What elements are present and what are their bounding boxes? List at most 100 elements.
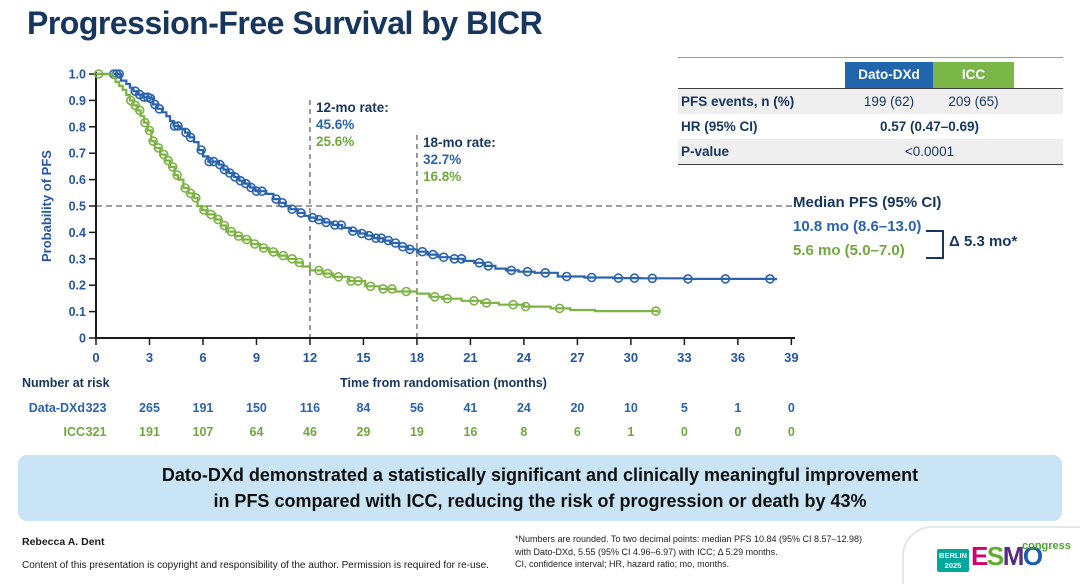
- footnote-line3: CI, confidence interval; HR, hazard rati…: [515, 559, 730, 569]
- risk-row-icc-label: ICC: [63, 425, 85, 439]
- censor-mark-ICC: [163, 155, 173, 166]
- median-pfs-icc: 5.6 mo (5.0–7.0): [793, 242, 905, 259]
- risk-value-Data-DXd-6mo: 191: [192, 401, 214, 415]
- risk-value-ICC-30mo: 1: [627, 425, 635, 439]
- censor-mark-Dato-DXd: [428, 249, 438, 260]
- censor-mark-Dato-DXd: [204, 156, 214, 167]
- censor-mark-Dato-DXd: [251, 186, 262, 196]
- risk-value-Data-DXd-30mo: 10: [623, 401, 638, 415]
- stats-table-header-border: [678, 88, 1063, 89]
- y-tick-label: 0.5: [69, 200, 86, 214]
- risk-value-Data-DXd-15mo: 84: [356, 401, 371, 415]
- esmo-berlin-badge: BERLIN 2025: [937, 549, 969, 572]
- copyright-notice: Content of this presentation is copyrigh…: [22, 560, 489, 571]
- risk-value-Data-DXd-12mo: 116: [299, 401, 321, 415]
- risk-value-ICC-15mo: 29: [356, 425, 371, 439]
- censor-mark-Dato-DXd: [277, 198, 288, 208]
- censor-mark-ICC: [148, 136, 158, 146]
- stats-table-bottom-border: [678, 164, 1063, 165]
- esmo-congress-label: congress: [1022, 540, 1071, 552]
- risk-value-ICC-3mo: 191: [139, 425, 160, 439]
- y-tick-label: 0.2: [69, 279, 86, 293]
- risk-value-ICC-39mo: 0: [787, 425, 795, 439]
- pvalue-value: <0.0001: [904, 144, 955, 159]
- page-title: Progression-Free Survival by BICR: [27, 5, 543, 41]
- rate-12mo-annotation: 12-mo rate: 45.6% 25.6%: [316, 99, 389, 150]
- stats-table-top-border: [678, 57, 1063, 58]
- censor-mark-ICC: [191, 193, 201, 203]
- y-tick-label: 0.1: [69, 305, 86, 319]
- y-tick-label: 0: [79, 332, 86, 346]
- censor-mark-ICC: [365, 281, 376, 292]
- risk-value-Data-DXd-9mo: 150: [246, 401, 267, 415]
- risk-value-ICC-6mo: 107: [192, 425, 214, 439]
- censor-mark-ICC: [93, 69, 104, 79]
- risk-row-dato-dxd: Data-DXd 323 265 191 150 116 84 56 41 24 20 10 5 1 0: [0, 401, 810, 417]
- censor-mark-ICC: [294, 257, 305, 268]
- censor-mark-Dato-DXd: [522, 266, 533, 277]
- censor-mark-Dato-DXd: [506, 265, 517, 276]
- censor-mark-ICC: [278, 250, 289, 261]
- censor-mark-Dato-DXd: [683, 274, 693, 284]
- censor-mark-Dato-DXd: [256, 186, 267, 196]
- y-tick-label: 0.6: [69, 173, 86, 187]
- censor-mark-ICC: [442, 293, 453, 304]
- rate-18mo-title: 18-mo rate:: [423, 135, 496, 150]
- censor-mark-ICC: [213, 214, 223, 225]
- x-tick-label: 30: [624, 350, 638, 365]
- median-pfs-annotation: Median PFS (95% CI) 10.8 mo (8.6–13.0) 5…: [793, 191, 941, 263]
- censor-mark-ICC: [469, 296, 479, 306]
- y-tick-label: 0.7: [69, 147, 86, 161]
- y-tick-label: 1.0: [69, 68, 86, 82]
- esmo-letter-e: E: [971, 541, 988, 571]
- y-tick-label: 0.8: [69, 120, 86, 134]
- x-tick-label: 12: [303, 350, 317, 365]
- censor-mark-Dato-DXd: [586, 272, 597, 283]
- censor-mark-ICC: [199, 205, 209, 215]
- risk-value-Data-DXd-39mo: 0: [787, 401, 795, 415]
- risk-value-ICC-18mo: 19: [409, 425, 424, 439]
- risk-value-ICC-36mo: 0: [734, 425, 742, 439]
- censor-mark-ICC: [268, 247, 279, 257]
- x-tick-label: 9: [253, 350, 260, 365]
- censor-mark-ICC: [153, 143, 164, 153]
- berlin-label: BERLIN: [939, 551, 967, 560]
- censor-mark-Dato-DXd: [145, 93, 156, 104]
- risk-value-ICC-0mo: 321: [85, 425, 107, 439]
- risk-value-Data-DXd-21mo: 41: [463, 401, 478, 415]
- x-tick-label: 3: [146, 350, 153, 365]
- risk-value-ICC-12mo: 46: [303, 425, 317, 439]
- censor-mark-ICC: [140, 117, 150, 128]
- stats-row-hr: HR (95% CI) 0.57 (0.47–0.69): [678, 114, 1063, 139]
- censor-mark-Dato-DXd: [647, 273, 658, 284]
- censor-mark-ICC: [134, 105, 145, 116]
- footnote-line1: *Numbers are rounded. To two decimal poi…: [515, 534, 863, 544]
- censor-mark-Dato-DXd: [540, 268, 551, 278]
- risk-value-ICC-33mo: 0: [680, 425, 688, 439]
- censor-mark-ICC: [159, 149, 169, 160]
- x-axis-title: Time from randomisation (months): [340, 376, 547, 390]
- censor-mark-Dato-DXd: [173, 121, 183, 131]
- berlin-year: 2025: [944, 561, 962, 570]
- censor-mark-ICC: [520, 301, 531, 312]
- risk-value-Data-DXd-18mo: 56: [409, 401, 424, 415]
- censor-mark-ICC: [226, 226, 237, 237]
- y-axis-title: Probability of PFS: [39, 150, 54, 262]
- censor-mark-Dato-DXd: [613, 273, 624, 283]
- conclusion-line2: in PFS compared with ICC, reducing the r…: [213, 491, 867, 511]
- censor-mark-Dato-DXd: [483, 261, 494, 271]
- conclusion-banner: Dato-DXd demonstrated a statistically si…: [18, 455, 1062, 521]
- km-curve-ICC: [96, 72, 659, 313]
- stats-header-icc: ICC: [933, 62, 1014, 88]
- footnote: *Numbers are rounded. To two decimal poi…: [515, 533, 905, 571]
- censor-mark-ICC: [322, 268, 333, 279]
- rate-18mo-icc: 16.8%: [423, 169, 462, 184]
- hr-label: HR (95% CI): [681, 119, 758, 134]
- x-tick-label: 39: [784, 350, 798, 365]
- x-tick-label: 18: [410, 350, 424, 365]
- censor-mark-Dato-DXd: [456, 254, 467, 264]
- risk-value-ICC-24mo: 8: [520, 425, 528, 439]
- censor-mark-Dato-DXd: [287, 204, 297, 214]
- censor-mark-ICC: [387, 284, 397, 294]
- x-tick-label: 21: [463, 350, 477, 365]
